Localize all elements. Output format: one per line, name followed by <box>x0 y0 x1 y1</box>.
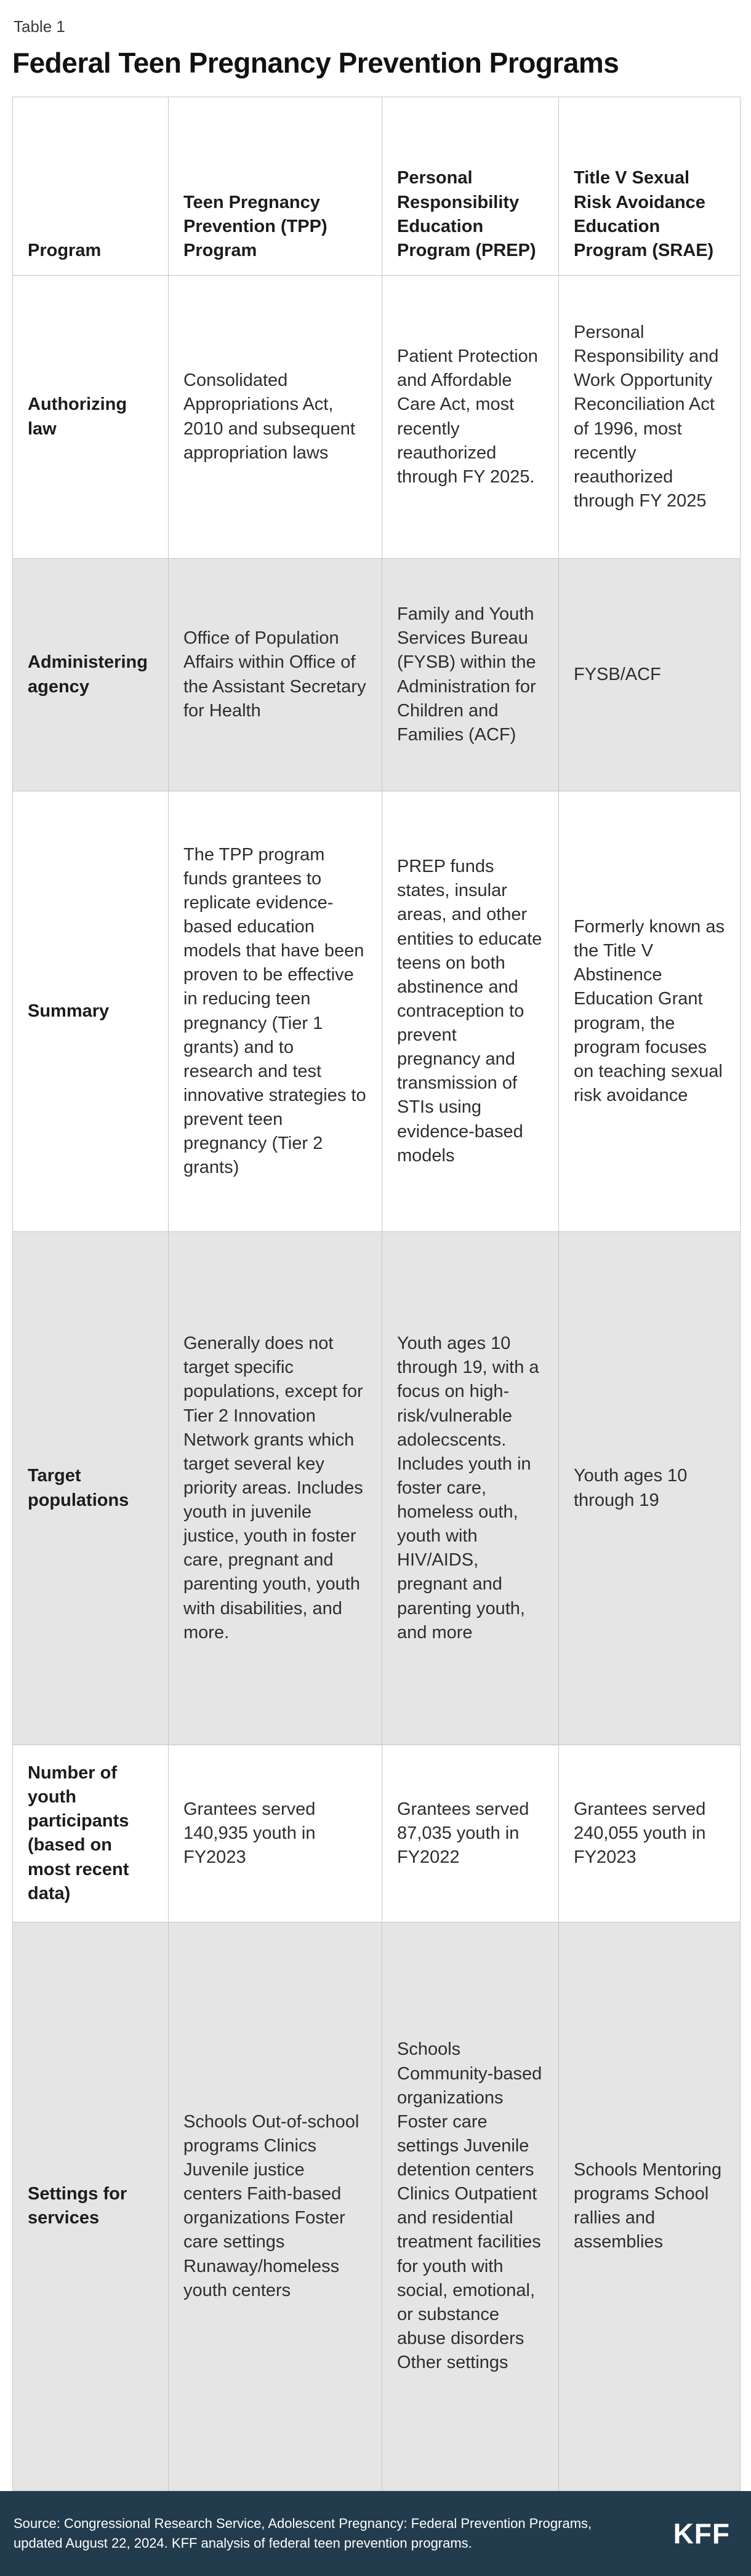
source-note: Source: Congressional Research Service, … <box>14 2515 592 2551</box>
cell-prep: Youth ages 10 through 19, with a focus o… <box>382 1231 559 1745</box>
kff-logo: KFF <box>673 2517 730 2550</box>
column-header-row: Program Teen Pregnancy Prevention (TPP) … <box>12 97 741 276</box>
row-label: Administering agency <box>12 558 169 791</box>
row-authorizing-law: Authorizing law Consolidated Appropriati… <box>12 275 741 559</box>
cell-tpp: Grantees served 140,935 youth in FY2023 <box>168 1745 382 1922</box>
cell-srae: Personal Responsibility and Work Opportu… <box>558 275 741 559</box>
cell-srae: Youth ages 10 through 19 <box>558 1231 741 1745</box>
cell-tpp: Office of Population Affairs within Offi… <box>168 558 382 791</box>
programs-table: Program Teen Pregnancy Prevention (TPP) … <box>12 97 741 2491</box>
table-number-label: Table 1 <box>14 17 65 36</box>
column-header-prep: Personal Responsibility Education Progra… <box>382 97 559 276</box>
row-label: Settings for services <box>12 1921 169 2491</box>
cell-prep: PREP funds states, insular areas, and ot… <box>382 791 559 1232</box>
cell-prep: Schools Community-based organizations Fo… <box>382 1921 559 2491</box>
report-page: Table 1 Federal Teen Pregnancy Preventio… <box>12 17 741 2491</box>
row-administering-agency: Administering agency Office of Populatio… <box>12 558 741 791</box>
row-settings-for-services: Settings for services Schools Out-of-sch… <box>12 1921 741 2491</box>
column-header-srae: Title V Sexual Risk Avoidance Education … <box>558 97 741 276</box>
cell-srae: Schools Mentoring programs School rallie… <box>558 1921 741 2491</box>
cell-tpp: Consolidated Appropriations Act, 2010 an… <box>168 275 382 559</box>
row-summary: Summary The TPP program funds grantees t… <box>12 791 741 1232</box>
cell-prep: Grantees served 87,035 youth in FY2022 <box>382 1745 559 1922</box>
row-label: Target populations <box>12 1231 169 1745</box>
cell-srae: FYSB/ACF <box>558 558 741 791</box>
cell-tpp: Schools Out-of-school programs Clinics J… <box>168 1921 382 2491</box>
column-header-program: Program <box>12 97 169 276</box>
cell-srae: Grantees served 240,055 youth in FY2023 <box>558 1745 741 1922</box>
row-label: Number of youth participants (based on m… <box>12 1745 169 1922</box>
cell-srae: Formerly known as the Title V Abstinence… <box>558 791 741 1232</box>
row-target-populations: Target populations Generally does not ta… <box>12 1231 741 1745</box>
row-label: Summary <box>12 791 169 1232</box>
row-label: Authorizing law <box>12 275 169 559</box>
cell-prep: Family and Youth Services Bureau (FYSB) … <box>382 558 559 791</box>
column-header-tpp: Teen Pregnancy Prevention (TPP) Program <box>168 97 382 276</box>
cell-prep: Patient Protection and Affordable Care A… <box>382 275 559 559</box>
cell-tpp: The TPP program funds grantees to replic… <box>168 791 382 1232</box>
footer-bar: Source: Congressional Research Service, … <box>0 2490 751 2576</box>
row-number-of-youth-participants: Number of youth participants (based on m… <box>12 1745 741 1922</box>
cell-tpp: Generally does not target specific popul… <box>168 1231 382 1745</box>
page-title: Federal Teen Pregnancy Prevention Progra… <box>12 47 619 79</box>
